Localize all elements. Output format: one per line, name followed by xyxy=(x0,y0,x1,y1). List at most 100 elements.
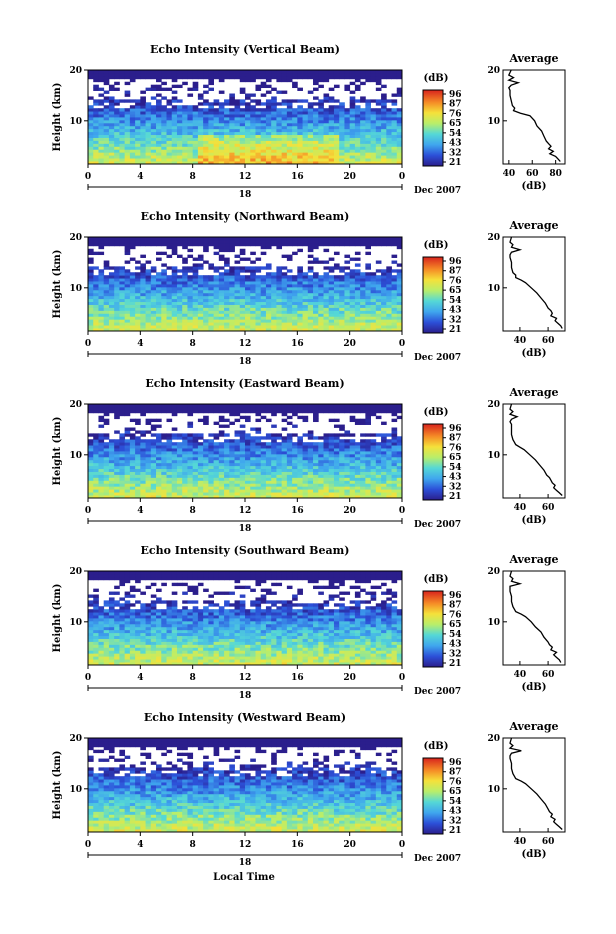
heatmap-cell xyxy=(109,243,115,246)
heatmap-cell xyxy=(303,126,309,129)
heatmap-cell xyxy=(167,466,173,469)
heatmap-cell xyxy=(130,659,136,662)
heatmap-cell xyxy=(266,114,272,117)
heatmap-cell xyxy=(130,149,136,152)
heatmap-cell xyxy=(130,246,136,249)
heatmap-cell xyxy=(245,472,251,475)
heatmap-cell xyxy=(282,308,288,311)
heatmap-cell xyxy=(303,480,309,483)
heatmap-cell xyxy=(287,302,293,305)
heatmap-cell xyxy=(334,152,340,155)
heatmap-cell xyxy=(355,85,361,88)
heatmap-cell xyxy=(146,313,152,316)
heatmap-cell xyxy=(130,457,136,460)
heatmap-cell xyxy=(392,158,398,161)
heatmap-cell xyxy=(93,138,99,141)
heatmap-cell xyxy=(371,149,377,152)
heatmap-cell xyxy=(151,126,157,129)
heatmap-cell xyxy=(219,299,225,302)
heatmap-cell xyxy=(224,243,230,246)
heatmap-cell xyxy=(318,111,324,114)
heatmap-cell xyxy=(119,70,125,73)
heatmap-cell xyxy=(119,475,125,478)
heatmap-cell xyxy=(355,149,361,152)
heatmap-cell xyxy=(261,659,267,662)
heatmap-cell xyxy=(303,322,309,325)
heatmap-cell xyxy=(161,284,167,287)
heatmap-cell xyxy=(313,310,319,313)
heatmap-cell xyxy=(318,114,324,117)
heatmap-cell xyxy=(224,656,230,659)
heatmap-cell xyxy=(371,287,377,290)
heatmap-cell xyxy=(235,105,241,108)
heatmap-cell xyxy=(229,146,235,149)
heatmap-cell xyxy=(282,99,288,102)
heatmap-cell xyxy=(297,451,303,454)
heatmap-cell xyxy=(376,278,382,281)
heatmap-cell xyxy=(381,102,387,105)
heatmap-cell xyxy=(93,656,99,659)
heatmap-cell xyxy=(308,146,314,149)
heatmap-cell xyxy=(151,114,157,117)
heatmap-cell xyxy=(376,79,382,82)
heatmap-cell xyxy=(360,146,366,149)
heatmap-cell xyxy=(219,73,225,76)
heatmap-cell xyxy=(276,463,282,466)
heatmap-cell xyxy=(224,319,230,322)
heatmap-cell xyxy=(240,416,246,419)
heatmap-cell xyxy=(151,302,157,305)
heatmap-cell xyxy=(182,132,188,135)
heatmap-cell xyxy=(167,120,173,123)
heatmap-cell xyxy=(193,451,199,454)
heatmap-cell xyxy=(324,299,330,302)
heatmap-cell xyxy=(187,448,193,451)
heatmap-cell xyxy=(276,316,282,319)
heatmap-cell xyxy=(271,296,277,299)
heatmap-cell xyxy=(344,299,350,302)
heatmap-cell xyxy=(198,477,204,480)
heatmap-cell xyxy=(161,410,167,413)
heatmap-cell xyxy=(156,123,162,126)
heatmap-cell xyxy=(151,299,157,302)
heatmap-cell xyxy=(187,126,193,129)
heatmap-cell xyxy=(297,442,303,445)
heatmap-cell xyxy=(276,475,282,478)
heatmap-cell xyxy=(130,410,136,413)
heatmap-cell xyxy=(303,293,309,296)
heatmap-cell xyxy=(266,132,272,135)
y-tick-label: 20 xyxy=(69,400,82,410)
heatmap-cell xyxy=(151,428,157,431)
heatmap-cell xyxy=(240,410,246,413)
heatmap-cell xyxy=(255,310,261,313)
heatmap-cell xyxy=(177,155,183,158)
heatmap-cell xyxy=(224,269,230,272)
heatmap-cell xyxy=(135,281,141,284)
heatmap-cell xyxy=(360,313,366,316)
heatmap-cell xyxy=(109,287,115,290)
heatmap-cell xyxy=(161,407,167,410)
heatmap-cell xyxy=(376,305,382,308)
heatmap-cell xyxy=(318,407,324,410)
heatmap-cell xyxy=(355,305,361,308)
heatmap-cell xyxy=(266,117,272,120)
heatmap-cell xyxy=(161,70,167,73)
heatmap-cell xyxy=(381,492,387,495)
heatmap-cell xyxy=(339,123,345,126)
heatmap-cell xyxy=(282,404,288,407)
heatmap-cell xyxy=(360,404,366,407)
heatmap-cell xyxy=(235,138,241,141)
heatmap-cell xyxy=(271,132,277,135)
heatmap-cell xyxy=(276,91,282,94)
heatmap-cell xyxy=(235,451,241,454)
heatmap-cell xyxy=(261,436,267,439)
heatmap-cell xyxy=(146,237,152,240)
heatmap-cell xyxy=(198,472,204,475)
heatmap-cell xyxy=(271,425,277,428)
heatmap-cell xyxy=(266,480,272,483)
heatmap-cell xyxy=(318,141,324,144)
heatmap-cell xyxy=(146,141,152,144)
heatmap-cell xyxy=(130,480,136,483)
heatmap-cell xyxy=(266,135,272,138)
heatmap-cell xyxy=(193,448,199,451)
heatmap-cell xyxy=(119,73,125,76)
